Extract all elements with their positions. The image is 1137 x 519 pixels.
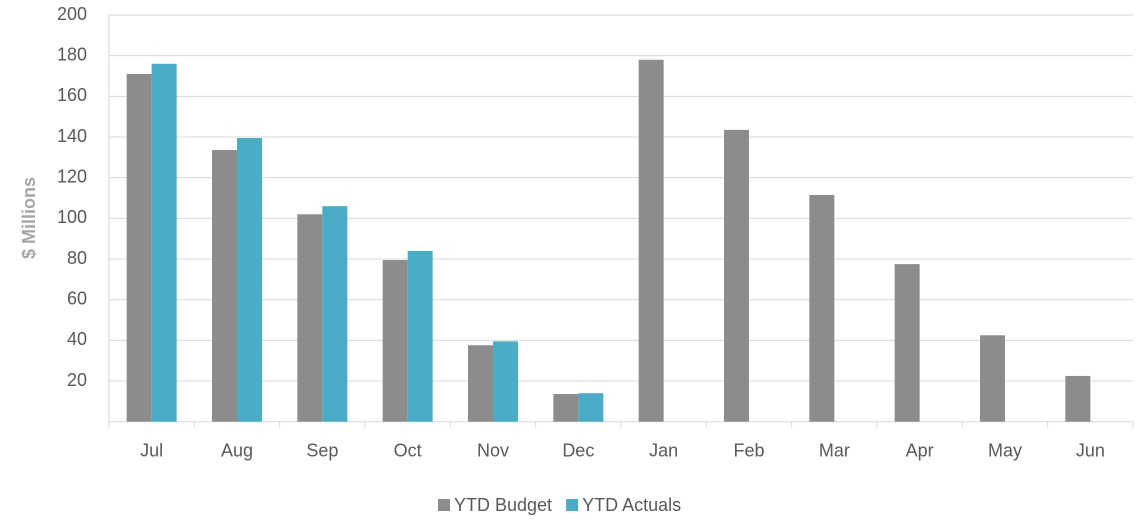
- legend-swatch: [438, 499, 450, 511]
- x-tick-label: May: [988, 440, 1022, 460]
- bar: [980, 335, 1005, 422]
- y-tick-label: 120: [57, 166, 87, 186]
- x-tick-label: Aug: [221, 440, 253, 460]
- legend-label: YTD Budget: [454, 495, 552, 515]
- x-tick-label: Jul: [140, 440, 163, 460]
- y-tick-label: 200: [57, 4, 87, 24]
- y-tick-label: 160: [57, 85, 87, 105]
- x-tick-label: Feb: [733, 440, 764, 460]
- bar: [126, 73, 152, 422]
- bar: [468, 345, 493, 422]
- x-tick-label: Dec: [562, 440, 594, 460]
- x-tick-label: Mar: [819, 440, 850, 460]
- x-tick-label: Apr: [906, 440, 934, 460]
- bar: [638, 59, 664, 422]
- bar: [212, 150, 237, 422]
- bar: [578, 393, 604, 422]
- y-tick-label: 40: [67, 329, 87, 349]
- x-tick-label: Jan: [649, 440, 678, 460]
- bar: [493, 341, 518, 422]
- y-tick-label: 60: [67, 288, 87, 308]
- bar: [1065, 375, 1091, 422]
- bar: [237, 138, 262, 422]
- x-tick-label: Nov: [477, 440, 509, 460]
- y-axis-title: $ Millions: [19, 177, 39, 259]
- bar: [894, 264, 920, 422]
- bar: [297, 214, 323, 422]
- bar: [407, 250, 433, 422]
- y-tick-label: 140: [57, 126, 87, 146]
- bar: [553, 394, 579, 422]
- x-tick-label: Oct: [394, 440, 422, 460]
- x-tick-label: Sep: [306, 440, 338, 460]
- bar: [322, 206, 348, 422]
- bar: [151, 63, 177, 422]
- y-tick-label: 20: [67, 370, 87, 390]
- legend-swatch: [566, 499, 579, 511]
- bar: [724, 129, 749, 422]
- legend-label: YTD Actuals: [582, 495, 681, 515]
- bar: [809, 194, 835, 422]
- y-tick-label: 180: [57, 44, 87, 64]
- x-tick-label: Jun: [1076, 440, 1105, 460]
- y-tick-label: 100: [57, 207, 87, 227]
- bar: [382, 260, 408, 422]
- y-tick-label: 80: [67, 248, 87, 268]
